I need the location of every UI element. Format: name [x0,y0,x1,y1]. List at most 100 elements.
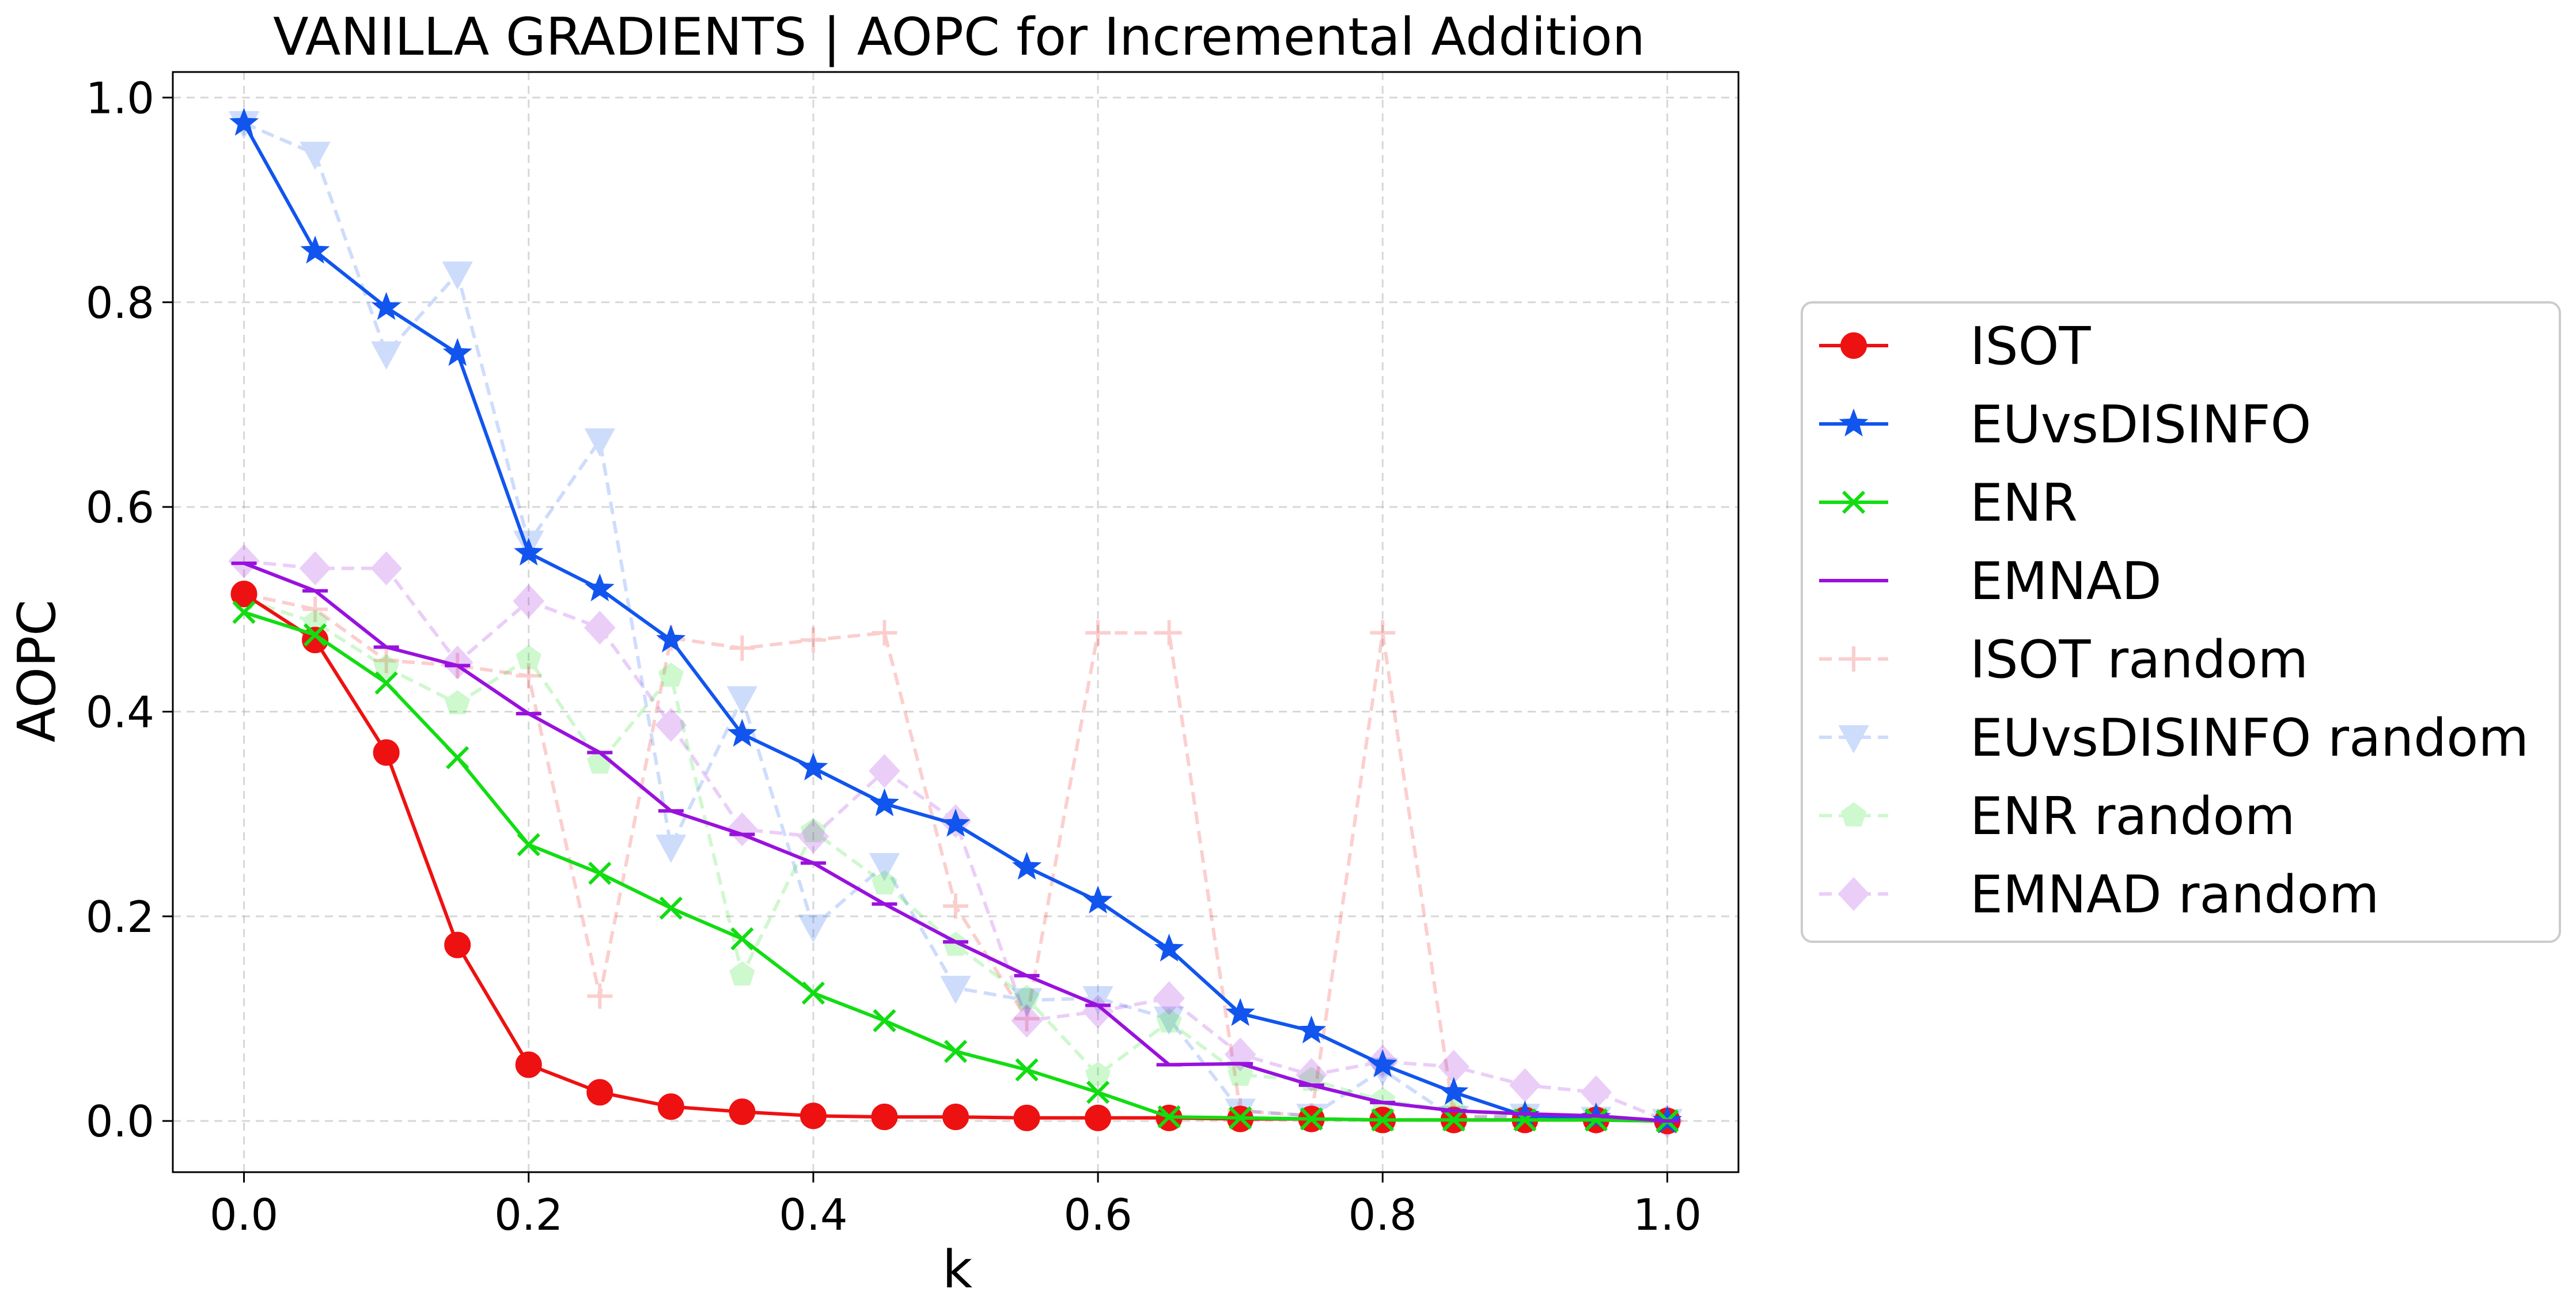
data-point-euvsdisinfo [514,537,544,566]
series-enr [232,600,1679,1133]
y-tick-label: 0.2 [86,892,154,942]
legend-entry-enr-random: ENR random [1819,786,2295,847]
data-point-euvsdisinfo [1154,933,1184,962]
data-point-enr [232,600,256,624]
data-point-euvsdisinfo [585,573,615,602]
data-point-isot-random [729,635,755,661]
data-point-enr-random [516,645,541,669]
data-point-isot [373,739,400,766]
legend-entry-isot: ISOT [1819,316,2092,377]
y-tick-label: 0.8 [86,278,154,328]
legend-label-euvsdisinfo: EUvsDISINFO [1970,395,2311,455]
legend-swatch-euvsdisinfo-random [1819,725,1888,754]
data-point-euvsdisinfo-random [940,976,971,1005]
data-point-enr [659,896,683,920]
data-point-isot-random [1014,1006,1040,1032]
data-point-isot-random [587,983,613,1009]
y-tick-label: 0.0 [86,1096,154,1147]
data-point-enr [1300,1107,1323,1131]
legend-label-enr: ENR [1970,473,2078,533]
data-point-emnad-random [1011,1003,1043,1038]
chart-title: VANILLA GRADIENTS | AOPC for Incremental… [273,7,1645,67]
data-point-euvsdisinfo [1083,885,1113,914]
plot-area-frame [172,71,1740,1173]
data-point-enr-random [1156,1008,1182,1033]
data-point-isot [657,1093,684,1120]
data-point-euvsdisinfo [798,752,828,780]
data-point-isot [942,1104,969,1131]
y-axis-label: AOPC [7,600,67,742]
data-point-euvsdisinfo [229,107,259,136]
data-point-isot [729,1098,756,1125]
data-point-enr [1371,1108,1395,1132]
legend-entry-euvsdisinfo-random: EUvsDISINFO random [1819,708,2529,768]
data-point-enr [873,1009,896,1033]
legend-swatch-isot-random [1819,646,1888,672]
legend-entry-emnad: EMNAD [1819,551,2162,612]
data-point-enr [1229,1106,1252,1130]
data-point-euvsdisinfo [300,236,330,264]
legend-swatch-euvsdisinfo [1819,408,1888,437]
legend-frame [1801,301,2561,943]
data-point-enr [1157,1105,1181,1129]
data-point-isot [1085,1104,1112,1131]
data-point-euvsdisinfo-random [300,142,331,170]
data-point-enr-random [373,654,399,679]
data-point-euvsdisinfo-random [869,852,900,882]
data-point-emnad-random [228,544,260,578]
data-point-euvsdisinfo [727,718,757,747]
data-point-enr [1584,1108,1608,1132]
data-point-enr-random [1228,1061,1253,1086]
data-point-isot [586,1079,613,1106]
data-point-enr [517,833,540,857]
data-point-euvsdisinfo [1225,998,1255,1026]
data-point-euvsdisinfo-random [798,914,829,943]
data-point-emnad-random [584,611,616,645]
data-point-enr [446,746,469,770]
legend-marker-enr-random [1840,802,1867,827]
legend-label-euvsdisinfo-random: EUvsDISINFO random [1970,708,2529,768]
series-emnad [231,561,1680,1123]
data-point-isot [871,1104,898,1131]
legend-swatch-isot [1819,332,1888,359]
legend-label-isot-random: ISOT random [1970,630,2308,690]
series-line-isot-random [243,592,1668,1123]
legend-entry-enr: ENR [1819,473,2078,533]
data-point-enr-random [872,870,897,895]
legend-marker-isot [1840,332,1867,359]
data-point-emnad-random [299,551,331,586]
x-tick-label: 0.6 [1063,1189,1132,1240]
data-point-isot-random [1085,620,1111,646]
data-point-enr-random [658,662,684,687]
data-point-enr [1086,1081,1110,1104]
data-point-isot [1013,1104,1040,1131]
y-tick-label: 0.4 [86,687,154,737]
series-line-euvsdisinfo-random [243,122,1668,1123]
x-tick-label: 0.4 [779,1189,847,1240]
data-point-isot-random [1156,620,1182,646]
data-point-euvsdisinfo-random [1153,1006,1185,1035]
y-tick-label: 0.6 [86,482,154,533]
data-point-euvsdisinfo [1297,1015,1327,1044]
data-point-isot [515,1051,542,1078]
data-point-euvsdisinfo [941,809,971,837]
grid [173,72,1738,1172]
data-point-euvsdisinfo [656,624,686,653]
data-point-isot-random [516,663,541,689]
series-euvsdisinfo [229,107,1683,1134]
data-point-euvsdisinfo-random [1011,988,1043,1017]
data-point-euvsdisinfo [869,788,900,817]
data-point-enr [801,981,825,1005]
data-point-isot-random [1370,620,1396,646]
data-point-enr [1015,1058,1039,1082]
data-point-isot-random [373,647,399,673]
data-point-emnad-random [513,584,545,619]
data-point-enr-random [1085,1061,1111,1086]
y-axis-ticks: 0.0 0.2 0.4 0.6 0.8 1.0 [86,73,173,1147]
x-tick-label: 0.2 [494,1189,563,1240]
data-point-isot-random [800,627,826,653]
legend-swatch-enr [1819,490,1888,514]
data-point-euvsdisinfo-random [1082,986,1113,1015]
data-point-emnad-random [370,551,403,586]
